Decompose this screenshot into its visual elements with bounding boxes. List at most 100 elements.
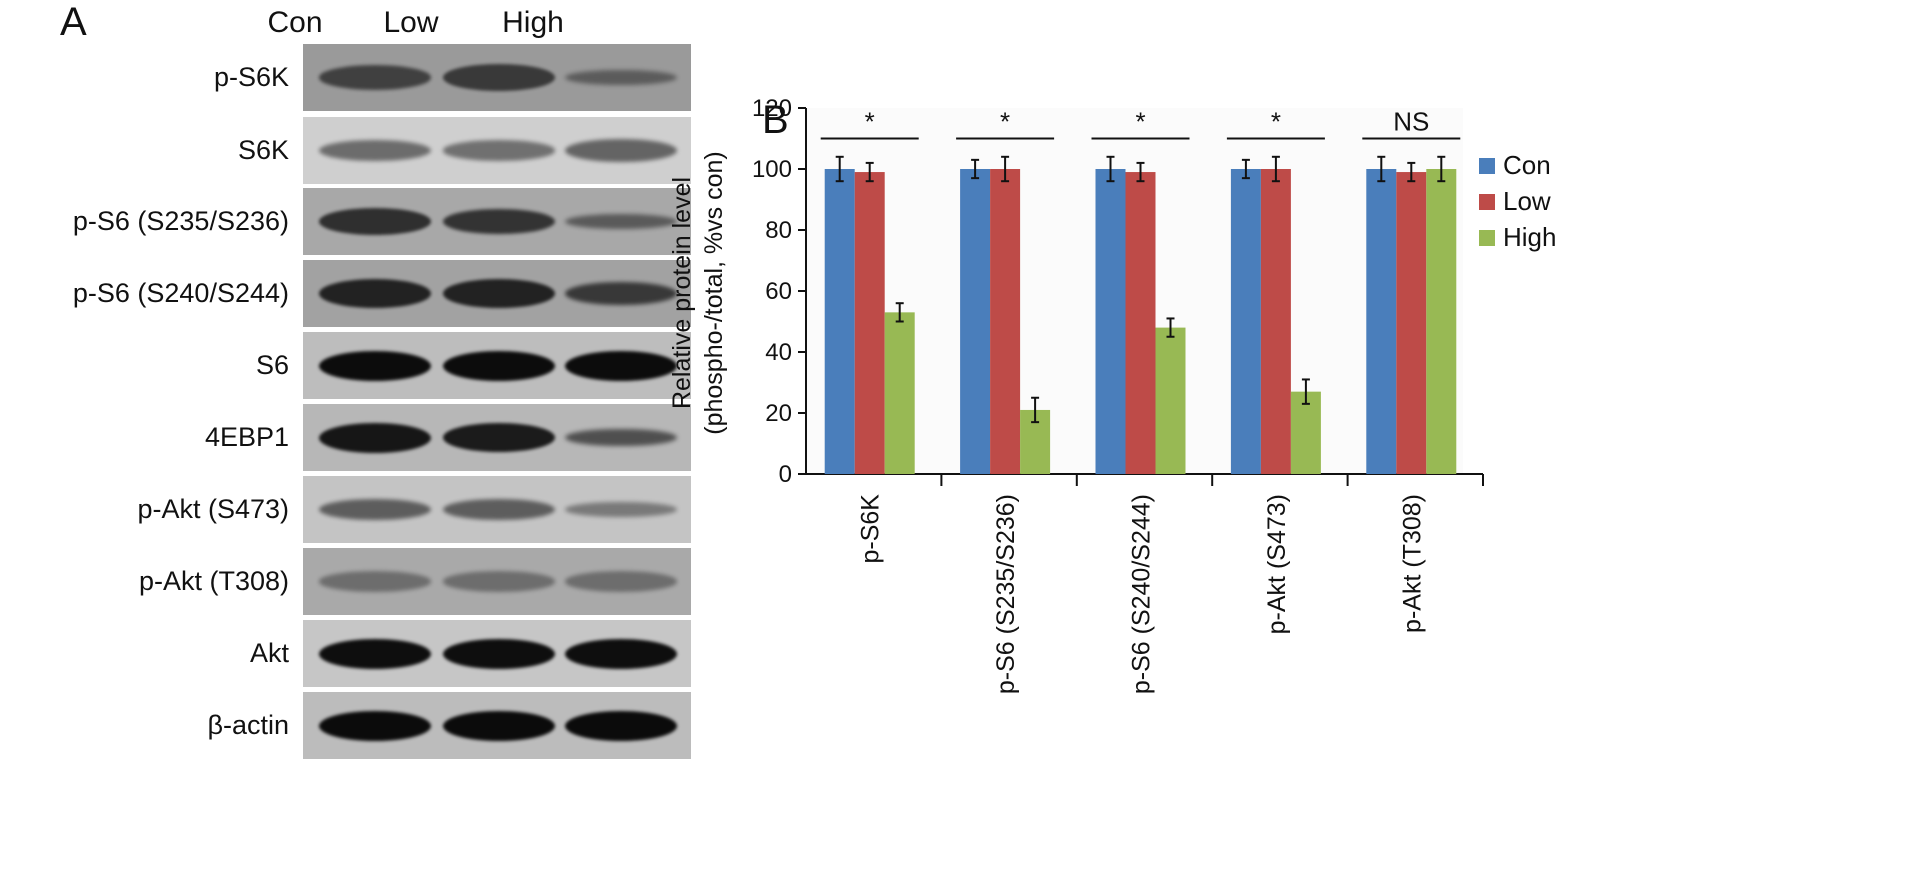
blot-band [319,638,431,669]
blot-band [565,428,677,447]
significance-label: * [1271,107,1281,137]
blot-strip [303,44,691,111]
blot-strip [303,404,691,471]
blot-band [443,64,555,91]
legend-swatch-con [1479,158,1495,174]
blot-band [443,423,555,452]
y-axis-title: (phospho-/total, %vs con) [700,151,728,434]
blot-label: S6K [237,134,289,165]
blot-strip [303,117,691,184]
y-tick-label: 120 [752,95,792,122]
panel-a-letter: A [60,0,87,44]
significance-label: * [1000,107,1010,137]
blot-label: S6 [255,349,289,380]
bar-high [884,312,915,474]
blot-band [443,350,555,381]
significance-label: NS [1393,107,1429,137]
blot-label: p-Akt (S473) [137,493,289,524]
blot-label: 4EBP1 [204,421,289,452]
bar-high [1155,327,1186,474]
y-tick-label: 100 [752,156,792,183]
significance-label: * [1135,107,1145,137]
blot-band [565,571,677,592]
blot-band [565,69,677,86]
x-category-label: p-S6 (S235/S236) [992,494,1020,694]
blot-strip [303,692,691,759]
blot-strip [303,332,691,399]
blot-band [443,498,555,521]
significance-label: * [865,107,875,137]
x-category-label: p-S6K [857,494,885,564]
blot-label: p-S6K [213,61,289,92]
bar-con [1230,169,1261,474]
legend-label: Low [1503,186,1551,216]
y-axis-title: Relative protein level [668,177,696,409]
bar-low [990,169,1021,474]
blot-band [565,710,677,741]
blot-band [565,138,677,163]
y-tick-label: 0 [779,461,792,488]
blot-row: p-S6K [0,44,1913,111]
y-tick-label: 40 [765,339,792,366]
blot-row: S6K [0,117,1913,184]
blot-band [319,279,431,308]
y-tick-label: 80 [765,217,792,244]
legend-label: Con [1503,150,1551,180]
bar-con [1366,169,1397,474]
lane-label-low: Low [383,6,439,39]
x-category-label: p-Akt (S473) [1263,494,1291,634]
blot-band [565,638,677,669]
blot-band [319,710,431,741]
blot-strip [303,620,691,687]
lane-label-high: High [502,6,564,39]
blot-label: p-Akt (T308) [138,565,289,596]
bar-high [1290,391,1321,474]
blot-band [319,208,431,235]
blot-band [443,571,555,592]
lane-label-con: Con [267,6,323,39]
bar-low [854,172,885,475]
bar-con [824,169,855,474]
blot-row: p-Akt (S473) [0,476,1913,543]
legend-swatch-high [1479,230,1495,246]
blot-band [319,571,431,592]
blot-band [319,350,431,381]
legend-swatch-low [1479,194,1495,210]
legend-label: High [1503,222,1556,252]
blot-band [319,422,431,453]
blot-band [319,139,431,162]
bar-low [1125,172,1156,475]
blot-band [443,140,555,161]
blot-label: Akt [249,637,289,668]
panel-b-letter: B [762,98,789,142]
blot-label: p-S6 (S240/S244) [72,277,289,308]
blot-strip [303,476,691,543]
y-tick-label: 20 [765,400,792,427]
blot-band [443,208,555,235]
blot-label: p-S6 (S235/S236) [72,205,289,236]
blot-row: Akt [0,620,1913,687]
bar-con [1095,169,1126,474]
blot-band [319,65,431,90]
blot-row: p-Akt (T308) [0,548,1913,615]
blot-strip [303,188,691,255]
blot-band [565,502,677,517]
bar-high [1426,169,1457,474]
x-category-label: p-Akt (T308) [1398,494,1426,633]
blot-band [565,213,677,230]
blot-band [443,710,555,741]
blot-strip [303,548,691,615]
blot-band [443,638,555,669]
y-tick-label: 60 [765,278,792,305]
blot-row: S6 [0,332,1913,399]
blot-row: p-S6 (S240/S244) [0,260,1913,327]
blot-band [443,279,555,308]
bar-con [960,169,991,474]
blot-label: β-actin [207,709,289,740]
bar-low [1260,169,1291,474]
x-category-label: p-S6 (S240/S244) [1128,494,1156,694]
blot-strip [303,260,691,327]
blot-row: 4EBP1 [0,404,1913,471]
blot-row: p-S6 (S235/S236) [0,188,1913,255]
